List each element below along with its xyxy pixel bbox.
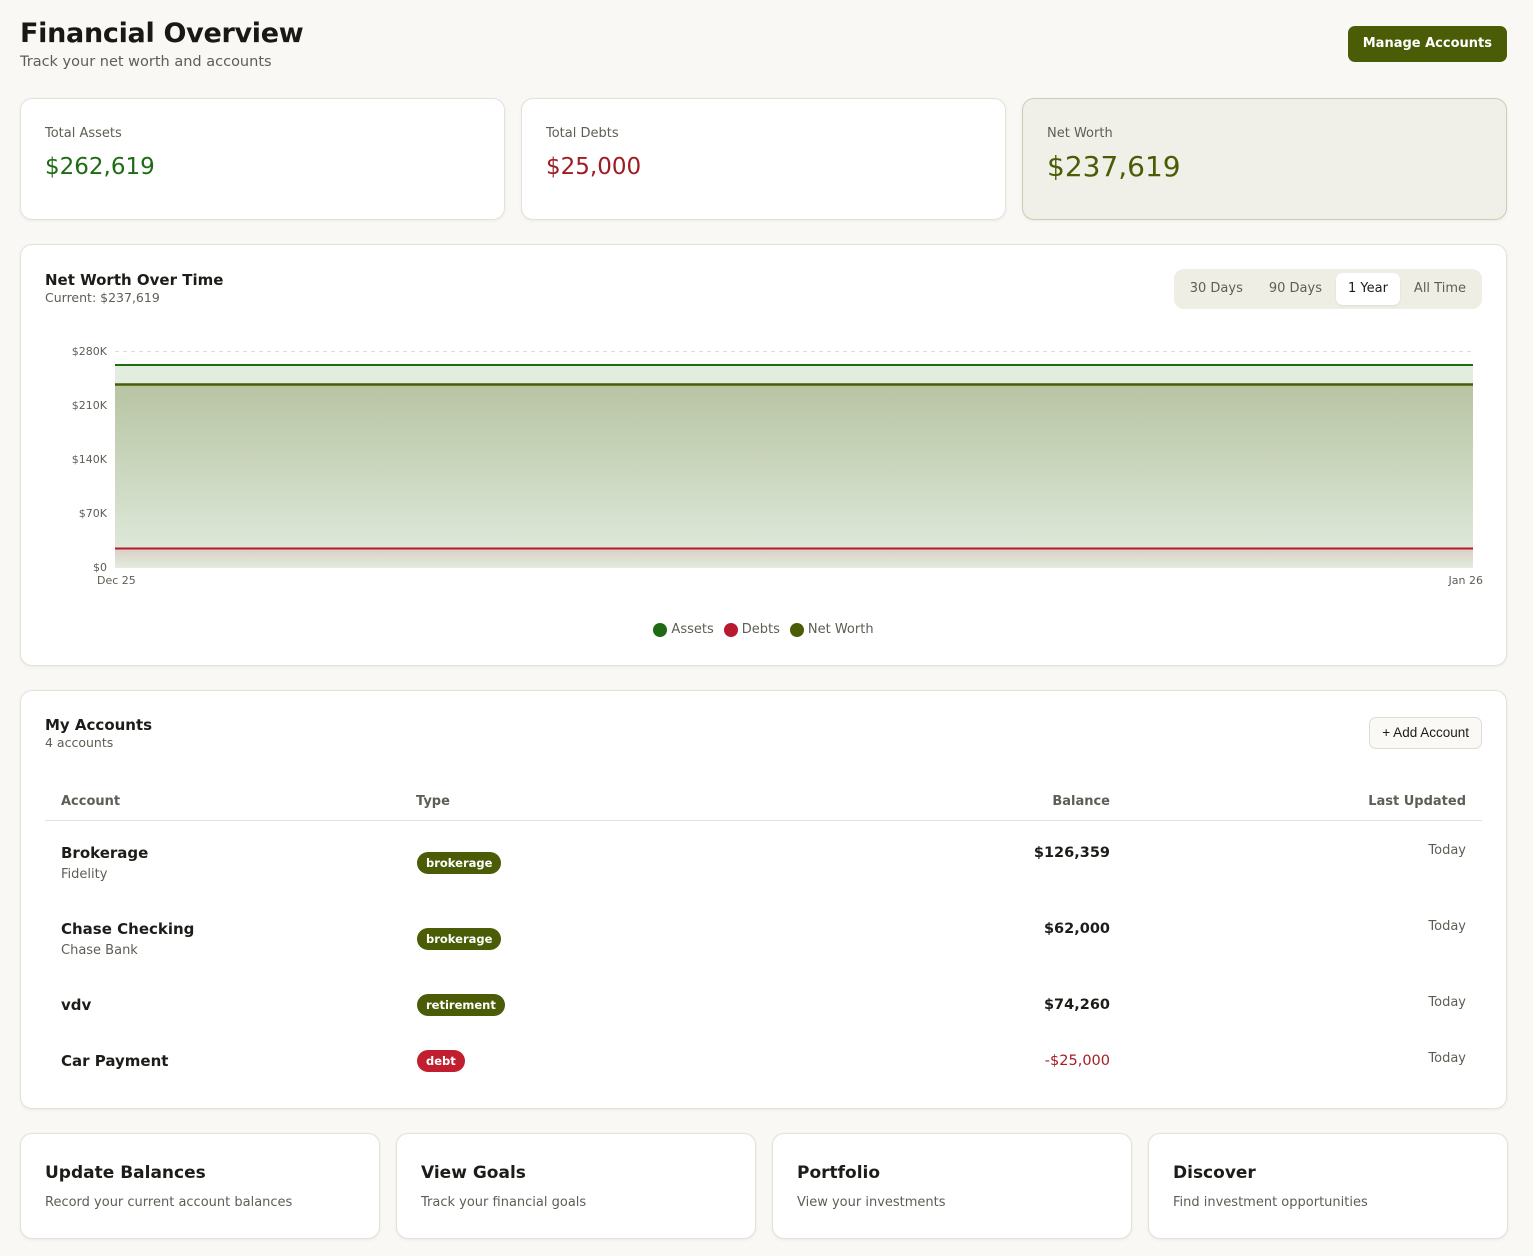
account-balance: $62,000 <box>1043 921 1110 937</box>
account-name: Car Payment <box>61 1052 169 1070</box>
view-goals-card[interactable]: View Goals Track your financial goals <box>396 1133 756 1239</box>
portfolio-card[interactable]: Portfolio View your investments <box>772 1133 1132 1239</box>
total-assets-card: Total Assets $262,619 <box>20 98 505 220</box>
table-row[interactable]: Chase Checking Chase Bank brokerage $62,… <box>45 917 1482 965</box>
add-account-button[interactable]: + Add Account <box>1369 717 1482 749</box>
column-balance: Balance <box>1052 794 1110 809</box>
last-updated: Today <box>1428 843 1466 858</box>
tab-30-days[interactable]: 30 Days <box>1189 281 1243 296</box>
account-name: vdv <box>61 996 92 1014</box>
net-worth-area-chart: $280K $210K $140K $70K $0 Dec 25 Jan 26 <box>72 345 1483 587</box>
svg-text:$280K: $280K <box>72 345 108 358</box>
account-institution: Fidelity <box>61 867 108 882</box>
svg-text:$70K: $70K <box>79 507 108 520</box>
debts-dot-icon <box>723 622 738 637</box>
page-subtitle: Track your net worth and accounts <box>20 54 272 70</box>
svg-text:$0: $0 <box>93 561 107 574</box>
accounts-panel: My Accounts 4 accounts + Add Account Acc… <box>20 690 1507 1109</box>
net-worth-value: $237,619 <box>1047 150 1181 183</box>
svg-text:Jan 26: Jan 26 <box>1448 574 1483 587</box>
net-worth-card: Net Worth $237,619 <box>1022 98 1507 220</box>
svg-text:Dec 25: Dec 25 <box>97 574 136 587</box>
account-balance: $126,359 <box>1033 845 1110 861</box>
account-institution: Chase Bank <box>61 943 138 958</box>
account-name: Chase Checking <box>61 920 195 938</box>
action-description: View your investments <box>797 1195 946 1210</box>
tab-1-year[interactable]: 1 Year <box>1335 273 1400 305</box>
legend-net-worth[interactable]: Net Worth <box>789 622 874 637</box>
stat-label: Total Debts <box>546 126 619 141</box>
stat-label: Net Worth <box>1047 126 1113 141</box>
discover-card[interactable]: Discover Find investment opportunities <box>1148 1133 1508 1239</box>
total-debts-card: Total Debts $25,000 <box>521 98 1006 220</box>
table-row[interactable]: Brokerage Fidelity brokerage $126,359 To… <box>45 841 1482 889</box>
last-updated: Today <box>1428 995 1466 1010</box>
stat-label: Total Assets <box>45 126 122 141</box>
assets-dot-icon <box>653 622 668 637</box>
account-balance: $74,260 <box>1043 997 1110 1013</box>
column-account: Account <box>61 794 121 809</box>
chart-title: Net Worth Over Time <box>45 271 224 289</box>
action-title: Update Balances <box>45 1163 206 1183</box>
chart-current-value: Current: $237,619 <box>45 290 160 305</box>
accounts-count: 4 accounts <box>45 735 114 750</box>
type-badge: retirement <box>417 994 505 1016</box>
account-balance: -$25,000 <box>1044 1053 1110 1069</box>
svg-text:$140K: $140K <box>72 453 108 466</box>
table-header: Account Type Balance Last Updated <box>45 791 1482 821</box>
last-updated: Today <box>1428 1051 1466 1066</box>
action-title: View Goals <box>421 1163 526 1183</box>
column-last-updated: Last Updated <box>1368 794 1466 809</box>
action-description: Record your current account balances <box>45 1195 293 1210</box>
type-badge: brokerage <box>417 928 502 950</box>
page-title: Financial Overview <box>20 18 304 49</box>
column-type: Type <box>416 794 450 809</box>
tab-90-days[interactable]: 90 Days <box>1268 281 1322 296</box>
action-title: Discover <box>1173 1163 1256 1183</box>
page-header: Financial Overview Track your net worth … <box>20 16 1507 76</box>
legend-assets[interactable]: Assets <box>653 622 714 637</box>
update-balances-card[interactable]: Update Balances Record your current acco… <box>20 1133 380 1239</box>
legend-debts[interactable]: Debts <box>723 622 780 637</box>
accounts-title: My Accounts <box>45 716 153 734</box>
action-description: Track your financial goals <box>421 1195 587 1210</box>
total-debts-value: $25,000 <box>546 154 642 180</box>
net-worth-dot-icon <box>789 622 804 637</box>
last-updated: Today <box>1428 919 1466 934</box>
action-title: Portfolio <box>797 1163 881 1183</box>
table-row[interactable]: Car Payment debt -$25,000 Today <box>45 1049 1482 1077</box>
action-description: Find investment opportunities <box>1173 1195 1368 1210</box>
table-row[interactable]: vdv retirement $74,260 Today <box>45 993 1482 1021</box>
type-badge: brokerage <box>417 852 502 874</box>
account-name: Brokerage <box>61 844 149 862</box>
tab-all-time[interactable]: All Time <box>1413 281 1466 296</box>
time-range-tabs: 30 Days 90 Days 1 Year All Time <box>1173 269 1482 309</box>
manage-accounts-button[interactable]: Manage Accounts <box>1347 26 1507 62</box>
total-assets-value: $262,619 <box>45 154 155 180</box>
net-worth-chart-panel: Net Worth Over Time Current: $237,619 30… <box>20 244 1507 666</box>
svg-text:$210K: $210K <box>72 399 108 412</box>
chart-legend: Assets Debts Net Worth <box>21 622 1506 637</box>
type-badge: debt <box>417 1050 465 1072</box>
